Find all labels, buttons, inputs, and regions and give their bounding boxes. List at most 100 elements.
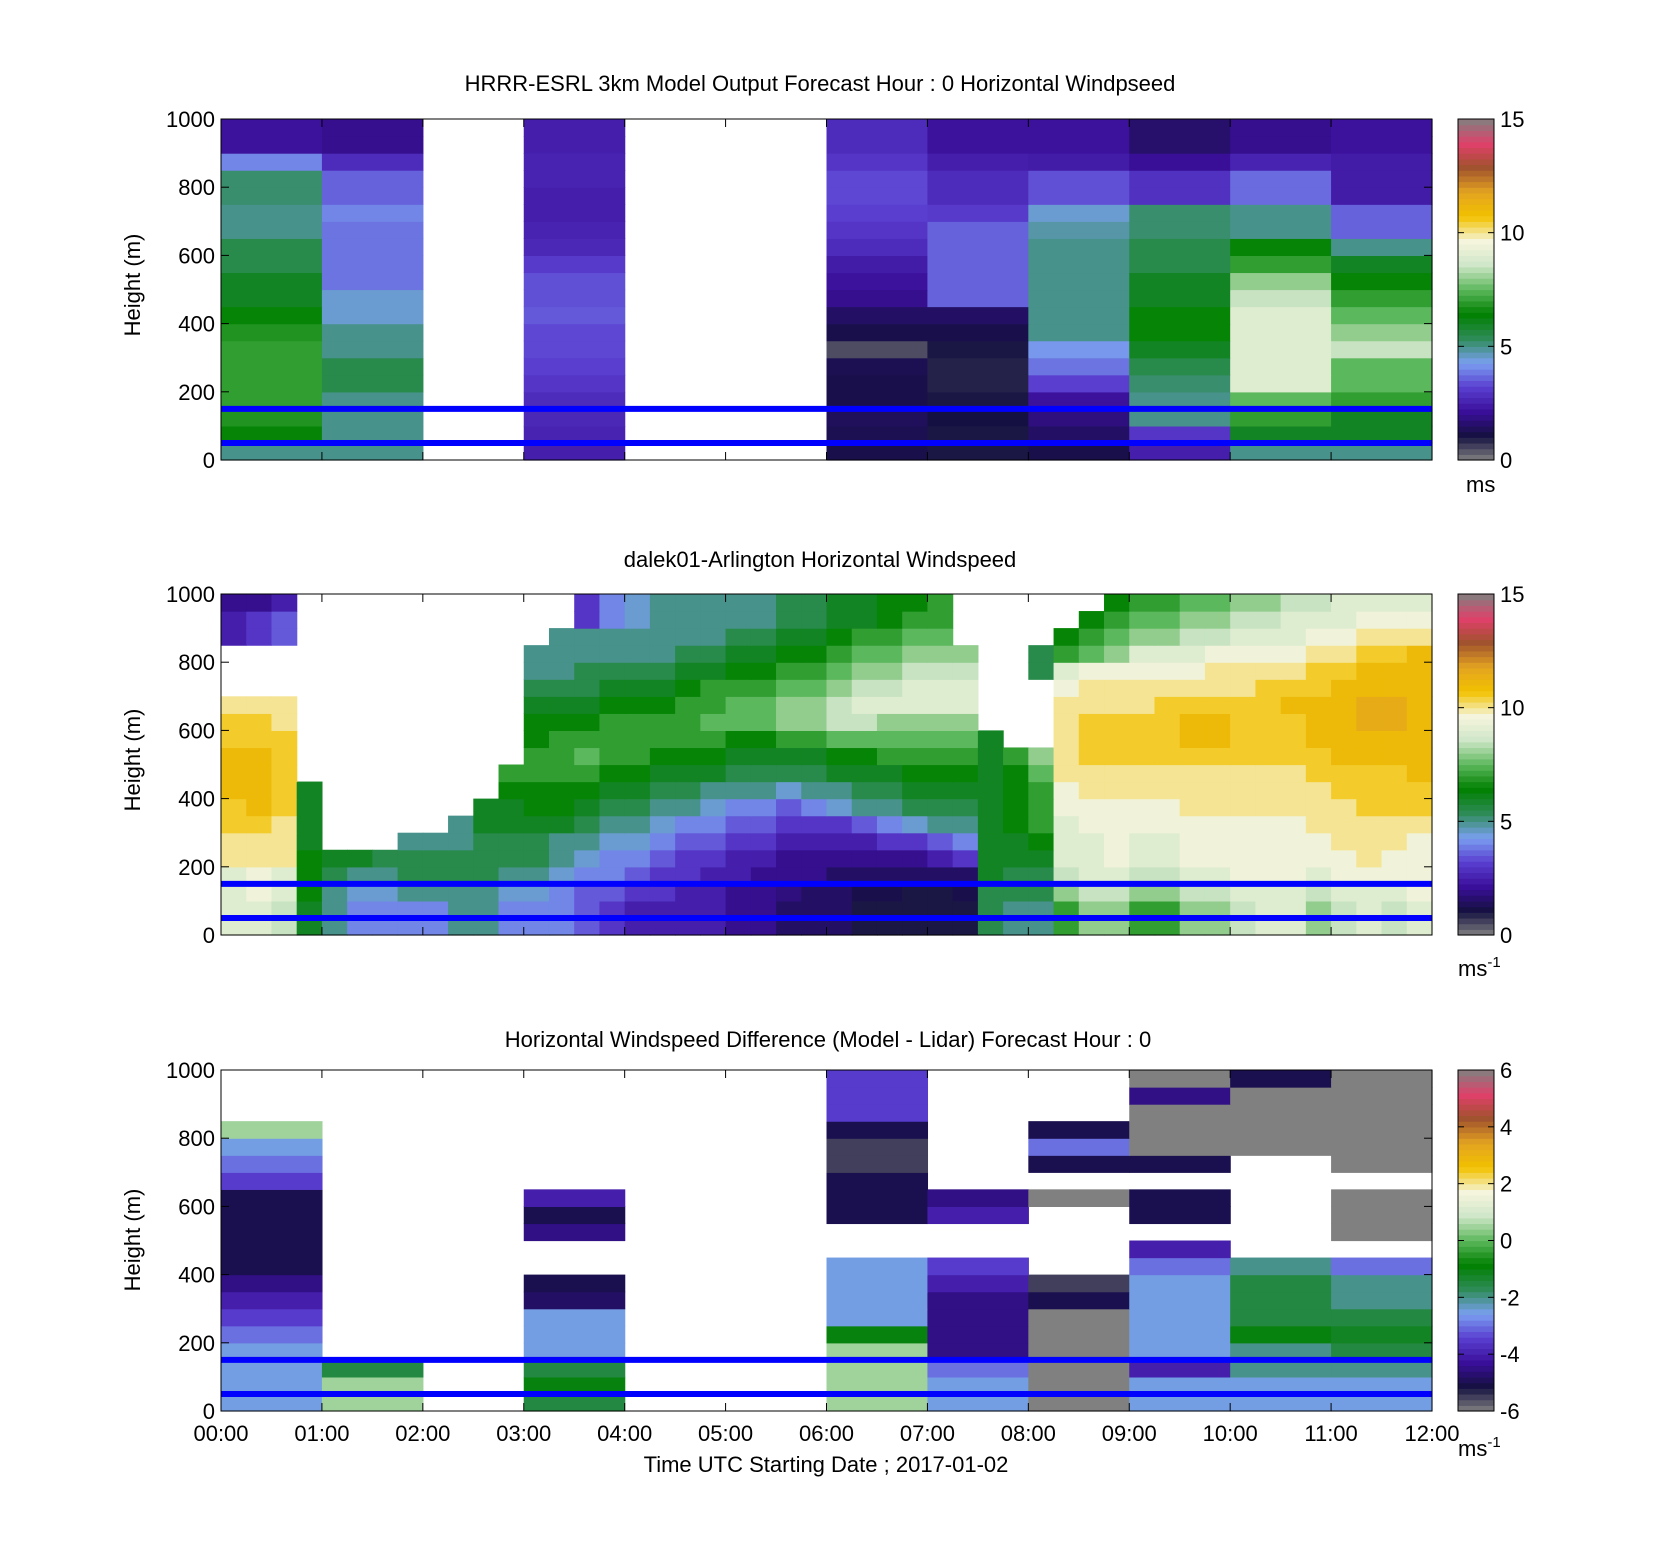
heatmap-cell — [1129, 1325, 1231, 1344]
heatmap-cell — [1331, 798, 1357, 817]
colorbar-segment — [1458, 838, 1494, 845]
heatmap-cell — [801, 645, 828, 663]
heatmap-cell — [1028, 900, 1055, 919]
heatmap-cell — [1028, 1121, 1130, 1139]
heatmap-cell — [271, 747, 298, 766]
heatmap-cell — [448, 815, 474, 834]
heatmap-cell — [1331, 1257, 1433, 1276]
heatmap-cell — [1154, 849, 1181, 868]
colorbar-segment — [1458, 1388, 1494, 1395]
heatmap-cell — [1280, 781, 1307, 800]
heatmap-cell — [776, 713, 802, 731]
heatmap-cell — [271, 832, 298, 851]
heatmap-cell — [952, 900, 979, 919]
heatmap-cell — [902, 849, 929, 868]
heatmap-cell — [1129, 1138, 1231, 1156]
heatmap-cell — [826, 781, 853, 800]
heatmap-cell — [1028, 662, 1055, 680]
heatmap-cell — [1028, 187, 1130, 205]
colorbar-segment — [1458, 1087, 1494, 1094]
heatmap-cell — [1204, 883, 1231, 902]
heatmap-cell — [801, 815, 828, 834]
heatmap-cell — [902, 696, 929, 714]
colorbar-segment — [1458, 226, 1494, 234]
heatmap-cell — [1003, 815, 1029, 834]
heatmap-cell — [1406, 900, 1433, 919]
heatmap-cell — [876, 662, 903, 680]
colorbar-segment — [1458, 673, 1494, 680]
heatmap-cell — [473, 798, 500, 817]
heatmap-cell — [422, 900, 449, 919]
heatmap-cell — [271, 900, 298, 919]
heatmap-cell — [1028, 391, 1130, 410]
heatmap-cells-lidar — [221, 594, 1433, 936]
heatmap-cell — [1129, 204, 1231, 222]
heatmap-cell — [826, 1274, 929, 1293]
heatmap-cell — [1129, 374, 1231, 393]
heatmap-cell — [1129, 357, 1231, 376]
heatmap-cell — [574, 662, 601, 680]
heatmap-cell — [1280, 900, 1307, 919]
heatmap-cell — [801, 628, 828, 646]
heatmap-cell — [1003, 866, 1029, 885]
heatmap-cells-model — [221, 119, 1433, 461]
heatmap-cell — [649, 866, 676, 885]
heatmap-cell — [574, 764, 601, 783]
heatmap-cell — [221, 1189, 323, 1207]
panel-title-model: HRRR-ESRL 3km Model Output Forecast Hour… — [465, 71, 1176, 96]
heatmap-cell — [221, 272, 323, 291]
heatmap-cell — [952, 849, 979, 868]
heatmap-cell — [927, 204, 1029, 222]
heatmap-cell — [725, 679, 752, 697]
heatmap-cell — [1078, 917, 1105, 936]
heatmap-cell — [574, 798, 601, 817]
heatmap-cell — [1078, 747, 1105, 766]
colorbar-segment — [1458, 414, 1494, 421]
heatmap-cell — [649, 815, 676, 834]
heatmap-cell — [1381, 645, 1408, 663]
heatmap-cell — [1230, 662, 1256, 680]
heatmap-cell — [599, 900, 626, 919]
heatmap-cell — [927, 306, 1029, 325]
heatmap-cell — [927, 408, 1029, 427]
heatmap-cell — [826, 153, 929, 171]
heatmap-cell — [271, 594, 298, 612]
heatmap-cell — [750, 764, 777, 783]
heatmap-cell — [1280, 849, 1307, 868]
colorbar-segment — [1458, 323, 1494, 330]
heatmap-cell — [1053, 730, 1080, 749]
heatmap-cell — [548, 713, 575, 731]
heatmap-cell — [1003, 883, 1029, 902]
heatmap-cell — [1406, 628, 1433, 646]
heatmap-cell — [952, 696, 979, 714]
heatmap-cell — [448, 866, 474, 885]
heatmap-cell — [473, 849, 500, 868]
heatmap-cell — [776, 849, 802, 868]
heatmap-cell — [1381, 730, 1408, 749]
heatmap-cell — [1381, 883, 1408, 902]
heatmap-cell — [1331, 781, 1357, 800]
heatmap-cell — [1331, 645, 1357, 663]
heatmap-cell — [1179, 696, 1206, 714]
heatmap-cell — [649, 679, 676, 697]
heatmap-cell — [725, 662, 752, 680]
heatmap-cell — [1356, 730, 1383, 749]
heatmap-cell — [1129, 442, 1231, 461]
y-tick-label: 400 — [178, 787, 215, 812]
colorbar-segment — [1458, 866, 1494, 874]
heatmap-cell — [523, 374, 626, 393]
heatmap-cell — [548, 917, 575, 936]
heatmap-cell — [321, 1376, 424, 1395]
heatmap-cell — [523, 289, 626, 308]
heatmap-cell — [1356, 849, 1383, 868]
heatmap-cell — [523, 866, 550, 885]
heatmap-cell — [1104, 917, 1130, 936]
heatmap-cell — [1331, 1291, 1433, 1310]
heatmap-cell — [1104, 696, 1130, 714]
heatmap-cell — [1028, 815, 1055, 834]
heatmap-cell — [1230, 357, 1332, 376]
heatmap-cell — [1255, 730, 1282, 749]
heatmap-cell — [1204, 696, 1231, 714]
x-tick-label: 06:00 — [799, 1421, 854, 1446]
colorbar-segment — [1458, 1126, 1494, 1134]
